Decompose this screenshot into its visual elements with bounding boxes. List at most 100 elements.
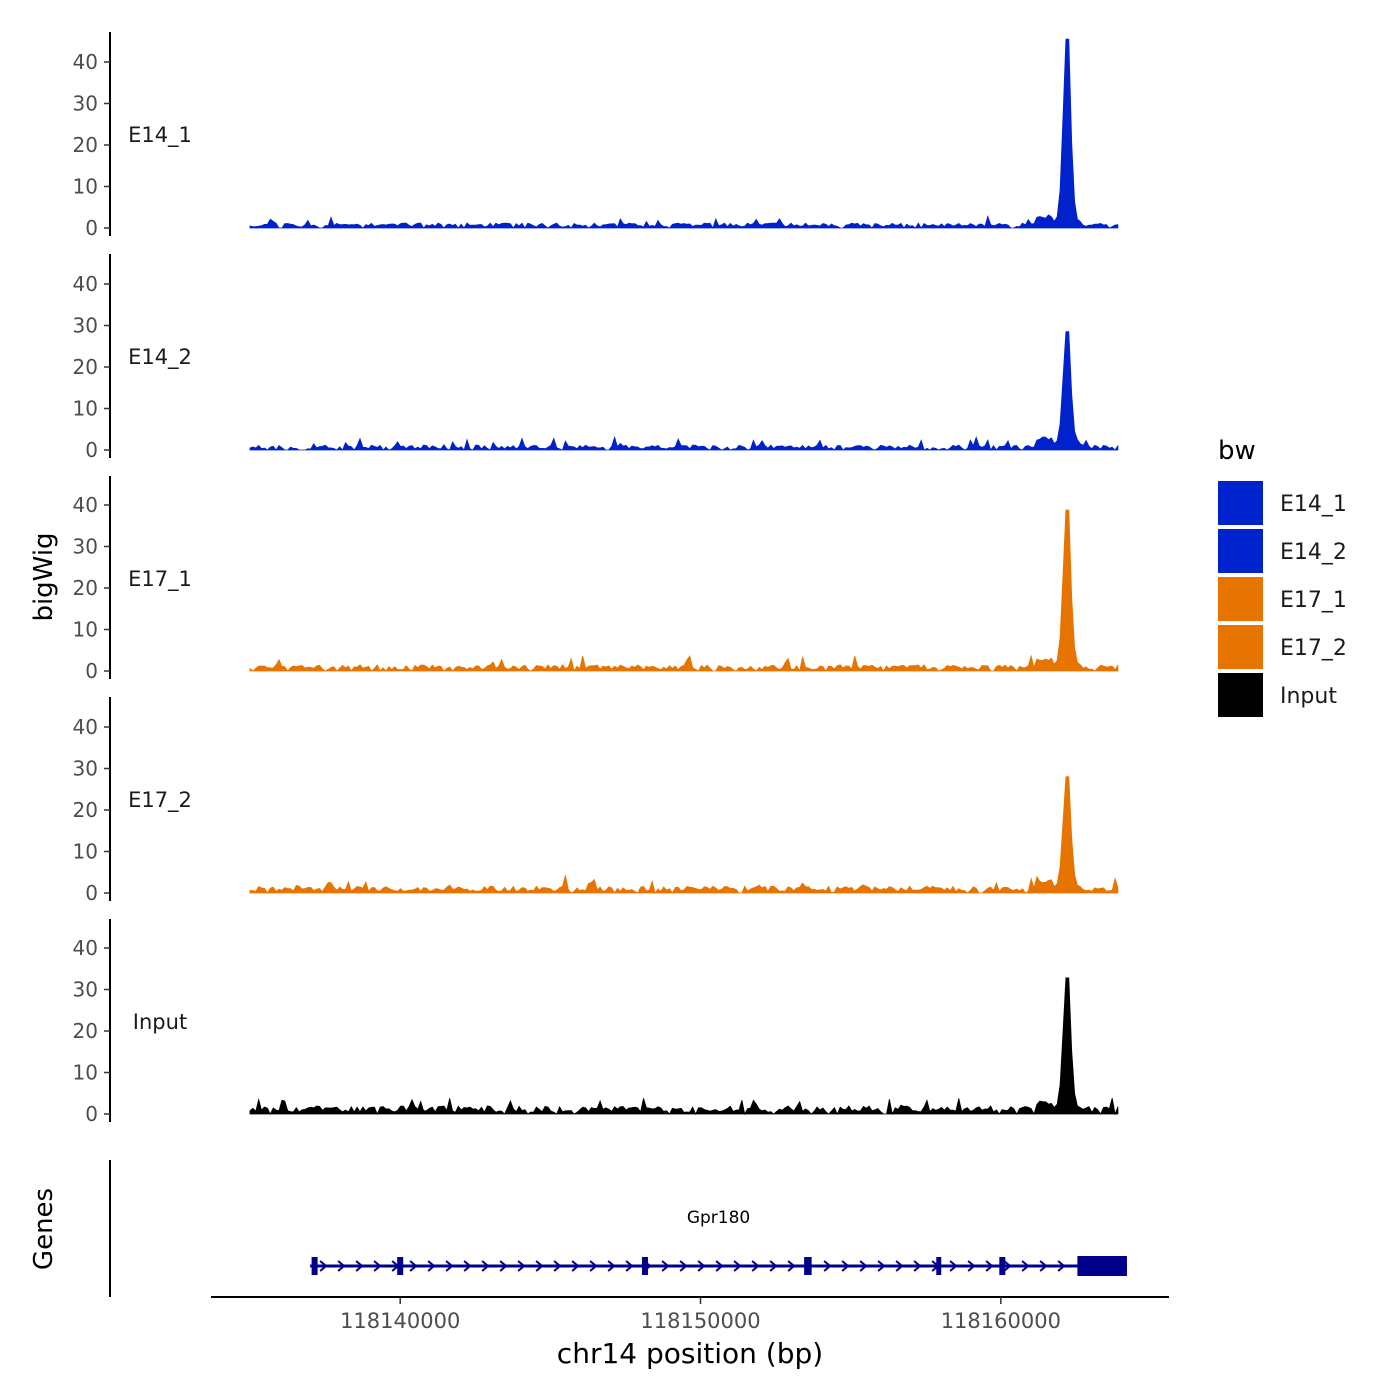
track-label: E14_2 bbox=[128, 345, 192, 370]
strand-arrow bbox=[787, 1260, 796, 1272]
x-tick-label: 118160000 bbox=[941, 1309, 1061, 1333]
y-tick-label: 0 bbox=[85, 1102, 98, 1126]
legend-label: Input bbox=[1280, 684, 1337, 709]
exon bbox=[397, 1257, 404, 1275]
x-axis-title: chr14 position (bp) bbox=[557, 1337, 823, 1370]
strand-arrow bbox=[517, 1260, 526, 1272]
track-E14_1: 0 10 20 30 40 bbox=[73, 32, 1119, 240]
y-tick-label: 10 bbox=[73, 175, 98, 199]
exon bbox=[1077, 1256, 1127, 1276]
strand-arrow bbox=[949, 1260, 958, 1272]
strand-arrow bbox=[1021, 1260, 1030, 1272]
strand-arrow bbox=[859, 1260, 868, 1272]
strand-arrow bbox=[751, 1260, 760, 1272]
y-tick-label: 40 bbox=[73, 50, 98, 74]
x-tick-label: 118140000 bbox=[340, 1309, 460, 1333]
signal-area bbox=[249, 331, 1119, 451]
strand-arrow bbox=[985, 1260, 994, 1272]
strand-arrow bbox=[553, 1260, 562, 1272]
track-label: E17_1 bbox=[128, 567, 192, 592]
y-tick-label: 30 bbox=[73, 757, 98, 781]
strand-arrow bbox=[841, 1260, 850, 1272]
strand-arrow bbox=[715, 1260, 724, 1272]
strand-arrow bbox=[409, 1260, 418, 1272]
gene-name: Gpr180 bbox=[687, 1208, 750, 1228]
strand-arrow bbox=[571, 1260, 580, 1272]
y-tick-label: 30 bbox=[73, 92, 98, 116]
legend-title: bw bbox=[1218, 436, 1256, 466]
x-axis: 118140000 118150000 118160000 bbox=[211, 1296, 1169, 1333]
y-tick-label: 10 bbox=[73, 618, 98, 642]
signal-area bbox=[249, 509, 1119, 673]
strand-arrow bbox=[895, 1260, 904, 1272]
y-tick-label: 30 bbox=[73, 535, 98, 559]
y-axis-title: bigWig bbox=[29, 532, 59, 621]
strand-arrow bbox=[445, 1260, 454, 1272]
exon bbox=[641, 1257, 648, 1275]
track-E17_2: 0 10 20 30 40 bbox=[73, 697, 1119, 905]
legend-swatch-E14_2 bbox=[1218, 529, 1263, 573]
strand-arrow bbox=[481, 1260, 490, 1272]
strand-arrow bbox=[877, 1260, 886, 1272]
y-tick-label: 20 bbox=[73, 133, 98, 157]
legend-label: E17_1 bbox=[1280, 588, 1347, 613]
strand-arrow bbox=[535, 1260, 544, 1272]
legend-label: E17_2 bbox=[1280, 636, 1347, 661]
track-E17_1: 0 10 20 30 40 bbox=[73, 476, 1119, 683]
legend-swatch-Input bbox=[1218, 673, 1263, 717]
x-tick-label: 118150000 bbox=[640, 1309, 760, 1333]
strand-arrow bbox=[1039, 1260, 1048, 1272]
y-tick-label: 10 bbox=[73, 840, 98, 864]
track-label: E14_1 bbox=[128, 123, 192, 148]
strand-arrow bbox=[733, 1260, 742, 1272]
track-Input: 0 10 20 30 40 bbox=[73, 919, 1119, 1126]
strand-arrow bbox=[679, 1260, 688, 1272]
strand-arrow bbox=[661, 1260, 670, 1272]
track-E14_2: 0 10 20 30 40 bbox=[73, 254, 1119, 462]
strand-arrow bbox=[607, 1260, 616, 1272]
legend-label: E14_1 bbox=[1280, 492, 1347, 517]
track-labels: E14_1 E14_2 E17_1 E17_2 Input bbox=[128, 123, 192, 1034]
legend-label: E14_2 bbox=[1280, 540, 1347, 565]
track-label: E17_2 bbox=[128, 788, 192, 813]
exon bbox=[311, 1257, 318, 1275]
y-tick-label: 20 bbox=[73, 798, 98, 822]
signal-area bbox=[249, 38, 1119, 229]
signal-area bbox=[249, 776, 1119, 894]
y-tick-label: 40 bbox=[73, 715, 98, 739]
strand-arrow bbox=[913, 1260, 922, 1272]
y-tick-label: 10 bbox=[73, 1061, 98, 1085]
strand-arrow bbox=[373, 1260, 382, 1272]
y-tick-label: 30 bbox=[73, 314, 98, 338]
y-tick-label: 20 bbox=[73, 355, 98, 379]
strand-arrow bbox=[1057, 1260, 1066, 1272]
strand-arrow bbox=[1003, 1260, 1012, 1272]
signal-tracks: 0 10 20 30 40 0 10 20 30 40 0 10 20 30 40 0 10 20 30 40 0 10 2… bbox=[73, 32, 1119, 1126]
genes-axis-title: Genes bbox=[29, 1188, 59, 1270]
legend-swatch-E17_2 bbox=[1218, 625, 1263, 669]
strand-arrow bbox=[697, 1260, 706, 1272]
legend: bw E14_1 E14_2 E17_1 E17_2 Input bbox=[1218, 436, 1347, 717]
strand-arrow bbox=[319, 1260, 328, 1272]
exon bbox=[804, 1257, 812, 1275]
strand-arrow bbox=[769, 1260, 778, 1272]
strand-arrow bbox=[625, 1260, 634, 1272]
y-tick-label: 40 bbox=[73, 936, 98, 960]
strand-arrow bbox=[823, 1260, 832, 1272]
y-tick-label: 0 bbox=[85, 881, 98, 905]
y-tick-label: 0 bbox=[85, 659, 98, 683]
strand-arrow bbox=[589, 1260, 598, 1272]
y-tick-label: 0 bbox=[85, 438, 98, 462]
strand-arrow bbox=[463, 1260, 472, 1272]
y-tick-label: 20 bbox=[73, 576, 98, 600]
y-tick-label: 40 bbox=[73, 272, 98, 296]
exon bbox=[936, 1257, 942, 1275]
strand-arrow bbox=[337, 1260, 346, 1272]
legend-swatch-E14_1 bbox=[1218, 481, 1263, 525]
exon bbox=[999, 1257, 1006, 1275]
strand-arrow bbox=[499, 1260, 508, 1272]
strand-arrow bbox=[967, 1260, 976, 1272]
legend-swatch-E17_1 bbox=[1218, 577, 1263, 621]
strand-arrow bbox=[427, 1260, 436, 1272]
